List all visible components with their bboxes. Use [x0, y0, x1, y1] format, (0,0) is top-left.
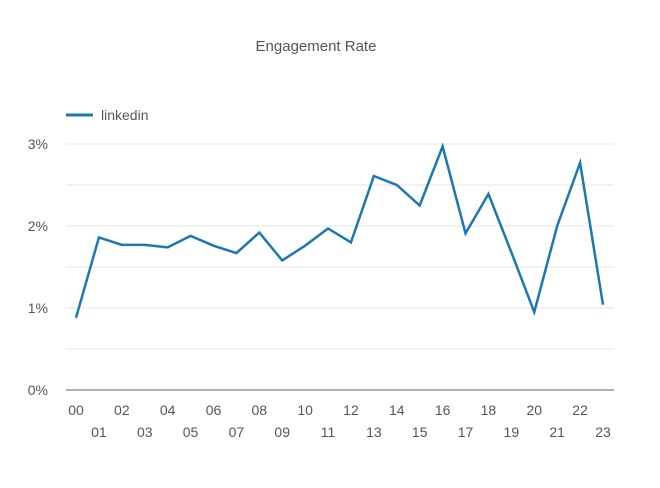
x-tick-label: 09	[274, 424, 290, 440]
x-tick-label: 07	[229, 424, 245, 440]
x-tick-label: 22	[572, 402, 588, 418]
legend: linkedin	[66, 107, 148, 123]
x-tick-label: 17	[458, 424, 474, 440]
x-tick-label: 01	[91, 424, 107, 440]
x-tick-label: 12	[343, 402, 359, 418]
x-tick-label: 16	[435, 402, 451, 418]
x-tick-label: 11	[321, 424, 336, 440]
x-tick-label: 18	[481, 402, 497, 418]
x-tick-label: 14	[389, 402, 405, 418]
chart-title: Engagement Rate	[256, 38, 377, 55]
y-tick-label: 1%	[28, 300, 48, 316]
series-layer	[74, 142, 605, 319]
x-tick-label: 13	[366, 424, 382, 440]
x-tick-label: 23	[595, 424, 611, 440]
gridlines	[66, 143, 614, 391]
x-tick-label: 03	[137, 424, 153, 440]
y-tick-label: 2%	[28, 218, 48, 234]
x-tick-label: 05	[183, 424, 199, 440]
x-tick-label: 19	[504, 424, 520, 440]
x-tick-label: 15	[412, 424, 428, 440]
x-tick-label: 06	[206, 402, 222, 418]
x-tick-label: 20	[526, 402, 542, 418]
y-tick-label: 3%	[28, 136, 48, 152]
x-axis-ticks: 00 01 02 03 04 05 06 07 08 09 10 11 12 13 14 15 16 17 18 19…	[68, 402, 611, 440]
y-axis-ticks: 0% 1% 2% 3%	[28, 136, 48, 398]
x-tick-label: 00	[68, 402, 84, 418]
x-tick-label: 21	[549, 424, 565, 440]
x-tick-label: 04	[160, 402, 176, 418]
x-tick-label: 10	[297, 402, 313, 418]
series-line-linkedin	[74, 142, 605, 319]
x-tick-label: 02	[114, 402, 130, 418]
legend-label-linkedin: linkedin	[101, 107, 148, 123]
x-tick-label: 08	[252, 402, 268, 418]
y-tick-label: 0%	[28, 382, 48, 398]
